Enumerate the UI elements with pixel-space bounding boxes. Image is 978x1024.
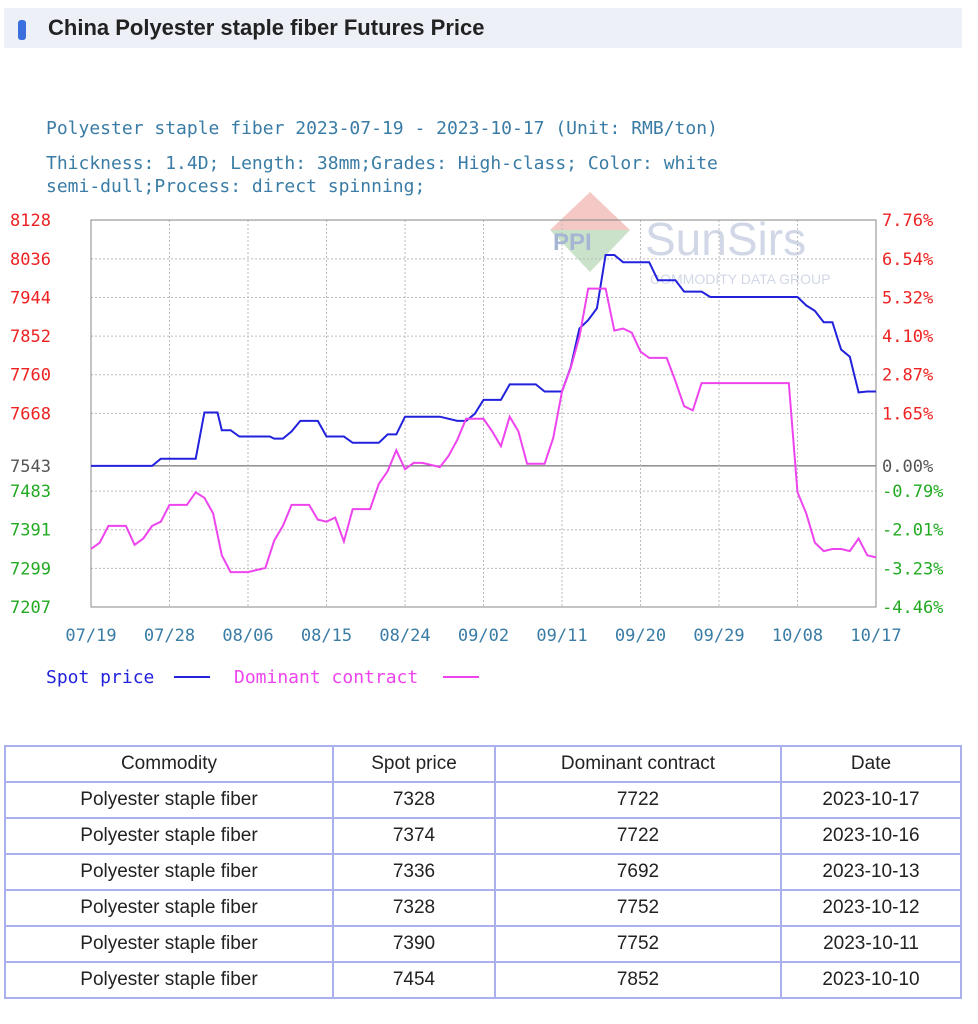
cell-commodity: Polyester staple fiber — [4, 817, 334, 855]
table-row: Polyester staple fiber 7454 7852 2023-10… — [4, 961, 962, 999]
chart-caption-line2: Thickness: 1.4D; Length: 38mm;Grades: Hi… — [46, 153, 718, 174]
cell-spot: 7390 — [332, 925, 496, 963]
table-row: Polyester staple fiber 7374 7722 2023-10… — [4, 817, 962, 855]
x-tick-label: 08/06 — [222, 626, 273, 646]
legend: Spot price Dominant contract — [46, 667, 479, 688]
price-chart: Polyester staple fiber 2023-07-19 - 2023… — [10, 118, 943, 688]
cell-dominant: 7752 — [494, 889, 782, 927]
x-tick-label: 10/17 — [850, 626, 901, 646]
y-right-tick-label: 5.32% — [882, 288, 933, 308]
table-row: Polyester staple fiber 7328 7752 2023-10… — [4, 889, 962, 927]
cell-commodity: Polyester staple fiber — [4, 853, 334, 891]
spot-price-line — [91, 254, 876, 467]
y-left-tick-label: 7391 — [10, 521, 51, 541]
table-header-row: Commodity Spot price Dominant contract D… — [4, 745, 962, 783]
y-left-tick-label: 8036 — [10, 250, 51, 270]
y-right-tick-label: 0.00% — [882, 457, 933, 477]
cell-dominant: 7692 — [494, 853, 782, 891]
y-right-tick-label: 1.65% — [882, 404, 933, 424]
y-right-tick-label: -3.23% — [882, 559, 943, 579]
cell-date: 2023-10-13 — [780, 853, 962, 891]
left-axis-labels: 8128 8036 7944 7852 7760 7668 7543 7483 7391 7299… — [10, 211, 51, 618]
page-header: China Polyester staple fiber Futures Pri… — [4, 8, 962, 48]
y-right-tick-label: 7.76% — [882, 211, 933, 231]
col-date: Date — [780, 745, 962, 783]
y-right-tick-label: 2.87% — [882, 366, 933, 386]
cell-date: 2023-10-10 — [780, 961, 962, 999]
y-left-tick-label: 7668 — [10, 404, 51, 424]
cell-spot: 7328 — [332, 889, 496, 927]
watermark-logo-base — [550, 230, 630, 272]
x-tick-label: 09/02 — [458, 626, 509, 646]
dominant-contract-line — [90, 287, 877, 574]
legend-spot-label: Spot price — [46, 667, 154, 688]
y-right-tick-label: -4.46% — [882, 598, 943, 618]
y-left-tick-label: 7207 — [10, 598, 51, 618]
cell-dominant: 7852 — [494, 961, 782, 999]
cell-commodity: Polyester staple fiber — [4, 925, 334, 963]
chart-caption-line1: Polyester staple fiber 2023-07-19 - 2023… — [46, 118, 718, 139]
cell-dominant: 7752 — [494, 925, 782, 963]
x-axis-labels: 07/19 07/28 08/06 08/15 08/24 09/02 09/11 09/20… — [65, 626, 901, 646]
table-row: Polyester staple fiber 7390 7752 2023-10… — [4, 925, 962, 963]
col-commodity: Commodity — [4, 745, 334, 783]
watermark-subtext: COMMODITY DATA GROUP — [650, 271, 830, 287]
y-right-tick-label: -0.79% — [882, 482, 943, 502]
cell-date: 2023-10-17 — [780, 781, 962, 819]
x-tick-label: 09/11 — [536, 626, 587, 646]
y-right-tick-label: 4.10% — [882, 327, 933, 347]
cell-spot: 7454 — [332, 961, 496, 999]
x-tick-label: 10/08 — [772, 626, 823, 646]
x-tick-label: 09/29 — [693, 626, 744, 646]
header-accent-bar — [18, 20, 26, 40]
y-right-tick-label: 6.54% — [882, 250, 933, 270]
cell-spot: 7328 — [332, 781, 496, 819]
watermark-text: SunSirs — [645, 213, 806, 265]
col-spot-price: Spot price — [332, 745, 496, 783]
cell-spot: 7374 — [332, 817, 496, 855]
y-left-tick-label: 7944 — [10, 288, 51, 308]
x-tick-label: 08/15 — [301, 626, 352, 646]
legend-dominant-label: Dominant contract — [234, 667, 418, 688]
chart-series — [90, 254, 877, 574]
table-row: Polyester staple fiber 7328 7722 2023-10… — [4, 781, 962, 819]
price-table: Commodity Spot price Dominant contract D… — [4, 745, 962, 999]
col-dominant-contract: Dominant contract — [494, 745, 782, 783]
cell-dominant: 7722 — [494, 781, 782, 819]
y-left-tick-label: 7483 — [10, 482, 51, 502]
y-right-tick-label: -2.01% — [882, 521, 943, 541]
chart-caption: Polyester staple fiber 2023-07-19 - 2023… — [46, 118, 718, 197]
cell-commodity: Polyester staple fiber — [4, 889, 334, 927]
table-row: Polyester staple fiber 7336 7692 2023-10… — [4, 853, 962, 891]
x-tick-label: 08/24 — [379, 626, 430, 646]
chart-caption-line3: semi-dull;Process: direct spinning; — [46, 176, 425, 197]
x-tick-label: 07/19 — [65, 626, 116, 646]
y-left-tick-label: 7852 — [10, 327, 51, 347]
x-tick-label: 09/20 — [615, 626, 666, 646]
y-left-tick-label: 7543 — [10, 457, 51, 477]
cell-dominant: 7722 — [494, 817, 782, 855]
x-tick-label: 07/28 — [144, 626, 195, 646]
page-title: China Polyester staple fiber Futures Pri… — [48, 15, 485, 40]
cell-spot: 7336 — [332, 853, 496, 891]
right-axis-labels: 7.76% 6.54% 5.32% 4.10% 2.87% 1.65% 0.00% -0.79… — [882, 211, 943, 618]
cell-date: 2023-10-12 — [780, 889, 962, 927]
y-left-tick-label: 8128 — [10, 211, 51, 231]
plot-frame — [90, 219, 877, 608]
watermark-logo-text: PPI — [553, 229, 592, 256]
cell-date: 2023-10-16 — [780, 817, 962, 855]
cell-commodity: Polyester staple fiber — [4, 781, 334, 819]
cell-date: 2023-10-11 — [780, 925, 962, 963]
cell-commodity: Polyester staple fiber — [4, 961, 334, 999]
y-left-tick-label: 7299 — [10, 559, 51, 579]
y-left-tick-label: 7760 — [10, 366, 51, 386]
watermark: PPI SunSirs COMMODITY DATA GROUP — [550, 192, 830, 287]
